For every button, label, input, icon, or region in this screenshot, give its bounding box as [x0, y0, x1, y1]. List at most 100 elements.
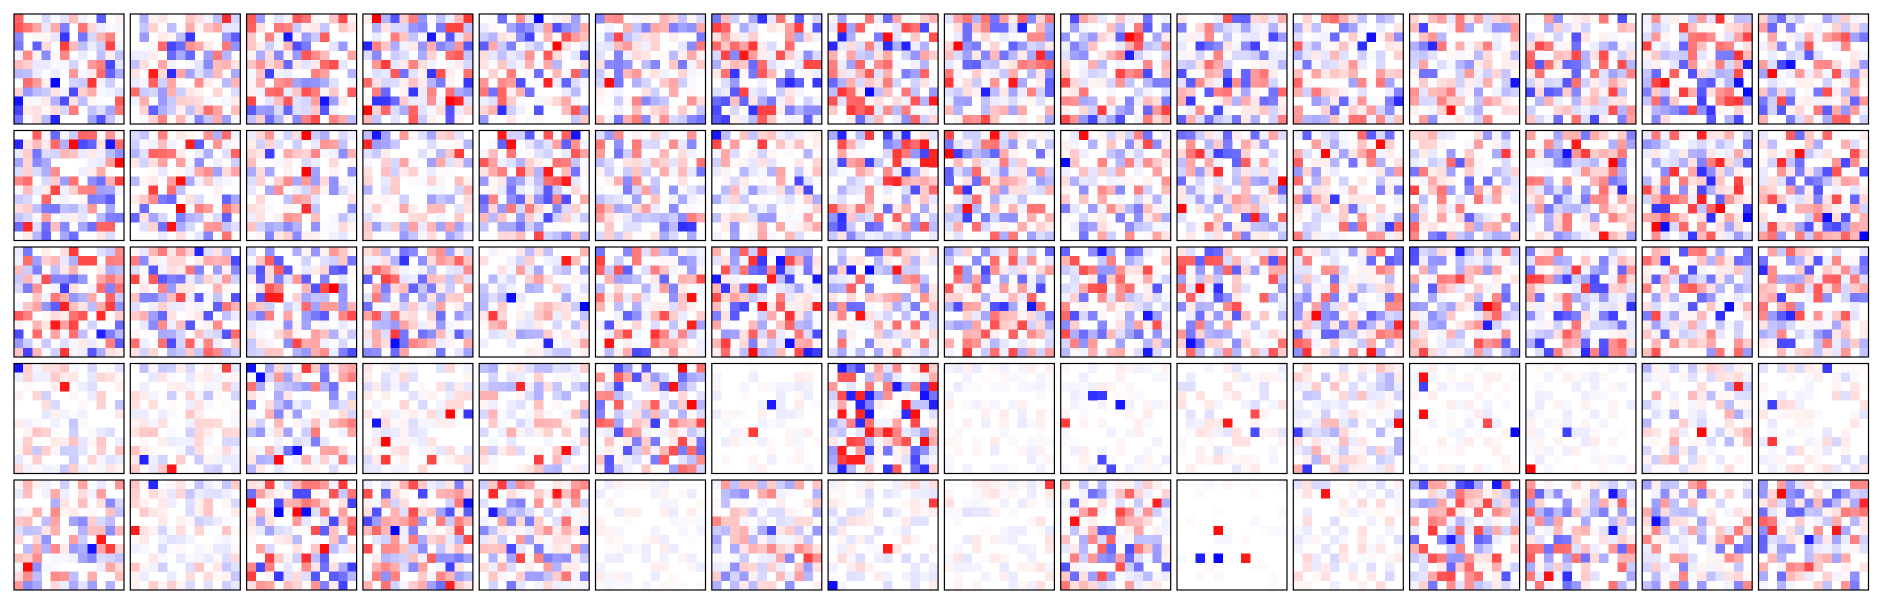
heatmap-cell [1786, 87, 1796, 97]
heatmap-cell [1177, 283, 1187, 294]
heatmap-cell [1232, 14, 1242, 24]
heatmap-cell [1724, 41, 1735, 51]
heatmap-cell [194, 265, 204, 275]
heatmap-cell [1088, 14, 1098, 24]
heatmap-cell [463, 222, 474, 232]
heatmap-cell [1669, 59, 1680, 70]
heatmap-cell [338, 320, 348, 330]
heatmap-cell [1608, 213, 1618, 223]
heatmap-cell [50, 167, 61, 177]
heatmap-cell [1293, 69, 1303, 79]
heatmap-cell [855, 69, 866, 79]
heatmap-cell [595, 247, 605, 257]
heatmap-cell [1204, 167, 1214, 177]
heatmap-cell [1786, 50, 1796, 61]
panel-frame [362, 246, 474, 358]
heatmap-cell [1678, 50, 1689, 61]
heatmap-cell [14, 167, 24, 177]
heatmap-cell [59, 283, 70, 294]
heatmap-cell [766, 338, 777, 349]
heatmap-cell [14, 114, 24, 125]
heatmap-cell [292, 50, 302, 61]
heatmap-cell [561, 338, 572, 349]
heatmap-cell [347, 347, 357, 358]
heatmap-cell [883, 347, 893, 358]
heatmap-cell [1060, 320, 1071, 330]
heatmap-cell [1161, 231, 1171, 241]
heatmap-cell [41, 87, 51, 97]
heatmap-cell [668, 338, 679, 349]
heatmap-cell [864, 222, 875, 232]
heatmap-cell [1758, 176, 1768, 186]
heatmap-cell [1427, 87, 1438, 97]
heatmap-cell [221, 41, 232, 51]
heatmap-cell [1492, 87, 1502, 97]
heatmap-cell [347, 50, 357, 61]
heatmap-cell [139, 78, 149, 88]
heatmap-cell [1311, 130, 1322, 140]
heatmap-cell [990, 158, 1000, 168]
heatmap-cell [1177, 158, 1187, 168]
heatmap-cell [390, 265, 400, 275]
heatmap-cell [479, 194, 489, 205]
heatmap-cell [552, 176, 562, 186]
heatmap-cell [310, 59, 321, 70]
heatmap-cell [185, 194, 195, 205]
heatmap-cell [1510, 59, 1520, 70]
heatmap-cell [1277, 105, 1288, 116]
heatmap-cell [1831, 194, 1842, 205]
heatmap-cell [283, 320, 293, 330]
heatmap-cell [1045, 256, 1055, 266]
heatmap-cell [1418, 50, 1429, 61]
heatmap-cell [1743, 96, 1753, 106]
heatmap-cell [1626, 139, 1637, 150]
heatmap-cell [497, 59, 507, 70]
heatmap-cell [534, 311, 544, 321]
heatmap-cell [962, 213, 973, 223]
heatmap-cell [1464, 167, 1475, 177]
heatmap-cell [114, 14, 125, 24]
heatmap-cell [1152, 78, 1162, 88]
heatmap-cell [1008, 231, 1019, 241]
heatmap-cell [497, 265, 507, 275]
heatmap-cell [1437, 167, 1447, 177]
heatmap-cell [96, 265, 106, 275]
heatmap-cell [246, 256, 257, 266]
heatmap-cell [1510, 41, 1520, 51]
heatmap-cell [812, 114, 823, 125]
heatmap-cell [23, 283, 33, 294]
heatmap-cell [390, 78, 400, 88]
heatmap-panel-r2-c9 [943, 129, 1056, 242]
heatmap-cell [274, 231, 284, 241]
heatmap-cell [1161, 96, 1171, 106]
heatmap-cell [1651, 158, 1661, 168]
heatmap-cell [785, 265, 795, 275]
heatmap-cell [864, 247, 875, 257]
heatmap-cell [372, 222, 382, 232]
heatmap-cell [720, 320, 731, 330]
heatmap-cell [436, 176, 446, 186]
heatmap-cell [264, 247, 275, 257]
heatmap-cell [1268, 96, 1279, 106]
heatmap-cell [901, 167, 911, 177]
heatmap-cell [310, 176, 321, 186]
heatmap-cell [1204, 222, 1214, 232]
heatmap-cell [1311, 213, 1322, 223]
heatmap-cell [515, 50, 526, 61]
heatmap-cell [1268, 274, 1279, 284]
heatmap-cell [1152, 203, 1162, 214]
heatmap-cell [1850, 59, 1860, 70]
heatmap-cell [1241, 139, 1251, 150]
heatmap-cell [659, 105, 670, 116]
heatmap-cell [534, 114, 544, 125]
heatmap-cell [1776, 213, 1787, 223]
heatmap-cell [32, 213, 42, 223]
heatmap-cell [794, 114, 804, 125]
heatmap-cell [901, 256, 911, 266]
heatmap-cell [1329, 96, 1340, 106]
heatmap-cell [971, 274, 982, 284]
heatmap-cell [775, 320, 786, 330]
heatmap-cell [632, 130, 642, 140]
heatmap-cell [231, 114, 241, 125]
heatmap-cell [650, 194, 660, 205]
